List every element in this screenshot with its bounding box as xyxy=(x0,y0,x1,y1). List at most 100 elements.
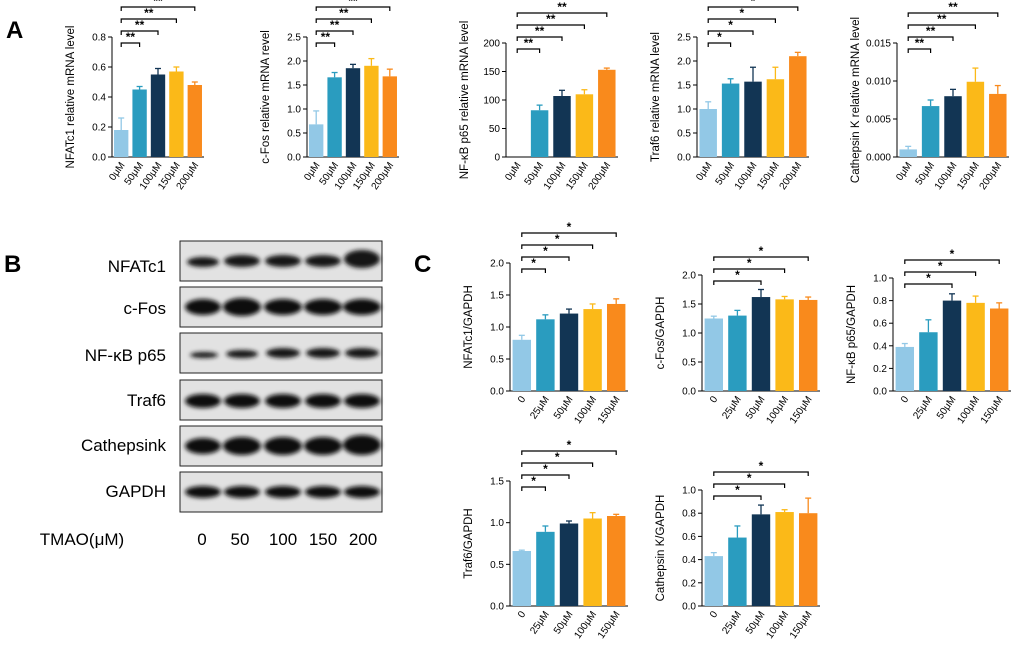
significance-bracket xyxy=(516,48,541,53)
y-tick-label: 1.0 xyxy=(490,518,504,529)
x-tick-label: 25μM xyxy=(528,609,551,636)
significance-label: ** xyxy=(937,12,947,26)
significance-bracket xyxy=(904,259,1000,264)
significance-bracket xyxy=(713,256,809,261)
chart-c-cathepsink: 0.0 0.2 0.4 0.6 0.8 1.0 Cathepsin K/GAPDH 0 25μM… xyxy=(655,459,820,641)
y-tick-label: 0.0 xyxy=(682,387,696,398)
bar xyxy=(187,85,202,157)
significance-label: * xyxy=(751,0,756,8)
y-tick-label: 0.0 xyxy=(287,153,301,164)
chart-a-cathepsink: 0.000 0.005 0.010 0.015 Cathepsin K relative… xyxy=(850,0,1009,192)
y-tick-label: 0.0 xyxy=(92,153,106,164)
x-tick-label: 150μM xyxy=(596,394,623,426)
significance-label: * xyxy=(739,6,744,20)
x-tick-label: 200μM xyxy=(978,160,1005,192)
bar xyxy=(798,513,818,606)
y-tick-label: 0.4 xyxy=(92,93,106,104)
y-axis-label: Cathepsin K relative mRNA level xyxy=(850,17,862,183)
bar xyxy=(150,74,166,157)
bar xyxy=(132,89,147,157)
x-tick-label: 100μM xyxy=(572,394,599,426)
y-tick-label: 1.0 xyxy=(287,105,301,116)
x-tick-label: 25μM xyxy=(720,394,743,421)
y-tick-label: 1.0 xyxy=(873,274,887,285)
x-tick-label: 150μM xyxy=(788,609,815,641)
y-tick-label: 0.0 xyxy=(682,602,696,613)
bar xyxy=(899,149,917,157)
bar xyxy=(364,65,379,157)
significance-label: ** xyxy=(348,0,358,8)
significance-bracket xyxy=(521,256,570,261)
y-axis-label: c-Fos/GAPDH xyxy=(655,297,667,370)
significance-label: ** xyxy=(330,18,340,32)
significance-label: * xyxy=(747,471,752,485)
blot-strip-nfatc1 xyxy=(179,240,383,282)
significance-label: * xyxy=(555,232,560,246)
y-tick-label: 0.8 xyxy=(682,509,696,520)
bar xyxy=(744,81,762,157)
significance-label: ** xyxy=(321,30,331,44)
significance-label: * xyxy=(759,244,764,258)
significance-bracket xyxy=(713,280,762,285)
bar xyxy=(553,96,571,157)
bar xyxy=(327,77,342,157)
y-tick-label: 0.0 xyxy=(490,387,504,398)
blot-label-traf6: Traf6 xyxy=(127,391,166,410)
y-tick-label: 1.5 xyxy=(490,291,504,302)
x-tick-label: 200μM xyxy=(778,160,805,192)
x-tick-label: 0 xyxy=(708,394,720,405)
significance-bracket xyxy=(907,36,954,41)
y-axis-label: Traf6 relative mRNA level xyxy=(650,32,662,162)
bar xyxy=(728,315,747,391)
bar xyxy=(942,300,962,391)
x-tick-label: 0μM xyxy=(694,160,714,182)
bar xyxy=(789,56,807,158)
dose-150: 150 xyxy=(309,530,337,549)
bar xyxy=(921,106,940,157)
significance-bracket xyxy=(516,24,585,29)
bar xyxy=(583,518,602,606)
bar xyxy=(966,81,985,157)
bar xyxy=(606,303,626,391)
blot-strip-cfos xyxy=(179,286,383,328)
x-tick-label: 50μM xyxy=(744,394,767,421)
x-tick-label: 50μM xyxy=(744,609,767,636)
significance-bracket xyxy=(904,271,977,276)
significance-label: * xyxy=(735,268,740,282)
bar xyxy=(530,110,549,157)
x-tick-label: 100μM xyxy=(955,394,982,426)
y-tick-label: 0.005 xyxy=(866,115,891,126)
y-tick-label: 0.5 xyxy=(490,560,504,571)
significance-bracket xyxy=(904,283,953,288)
panel-letter-b: B xyxy=(4,251,21,278)
blot-strip-cathepsink xyxy=(179,425,383,467)
x-tick-label: 150μM xyxy=(755,160,782,192)
y-tick-label: 0.5 xyxy=(490,355,504,366)
bar xyxy=(382,76,397,157)
y-axis-label: Cathepsin K/GAPDH xyxy=(655,495,667,602)
significance-bracket xyxy=(521,244,594,249)
y-tick-label: 2.5 xyxy=(677,33,691,44)
significance-label: * xyxy=(531,474,536,488)
y-tick-label: 0.2 xyxy=(873,364,887,375)
panel-letter-a: A xyxy=(6,17,23,44)
bar xyxy=(169,71,184,157)
y-tick-label: 0.0 xyxy=(490,602,504,613)
significance-label: * xyxy=(567,220,572,234)
chart-c-cfos: 0.0 0.5 1.0 1.5 2.0 c-Fos/GAPDH 0 25μM 50μM100μM… xyxy=(655,244,820,426)
bar xyxy=(919,332,938,391)
bar xyxy=(598,69,616,157)
blot-strip-nfkb xyxy=(179,332,383,374)
x-tick-label: 200μM xyxy=(587,160,614,192)
x-tick-label: 100μM xyxy=(542,160,569,192)
y-tick-label: 1.0 xyxy=(682,329,696,340)
bar xyxy=(989,93,1007,157)
x-tick-label: 150μM xyxy=(979,394,1006,426)
significance-label: ** xyxy=(546,12,556,26)
chart-c-nfkb: 0.0 0.2 0.4 0.6 0.8 1.0 NF-κB p65/GAPDH 0 25μM 50… xyxy=(846,247,1011,426)
significance-label: * xyxy=(543,244,548,258)
bar xyxy=(512,339,532,391)
significance-label: * xyxy=(926,271,931,285)
x-tick-label: 150μM xyxy=(955,160,982,192)
